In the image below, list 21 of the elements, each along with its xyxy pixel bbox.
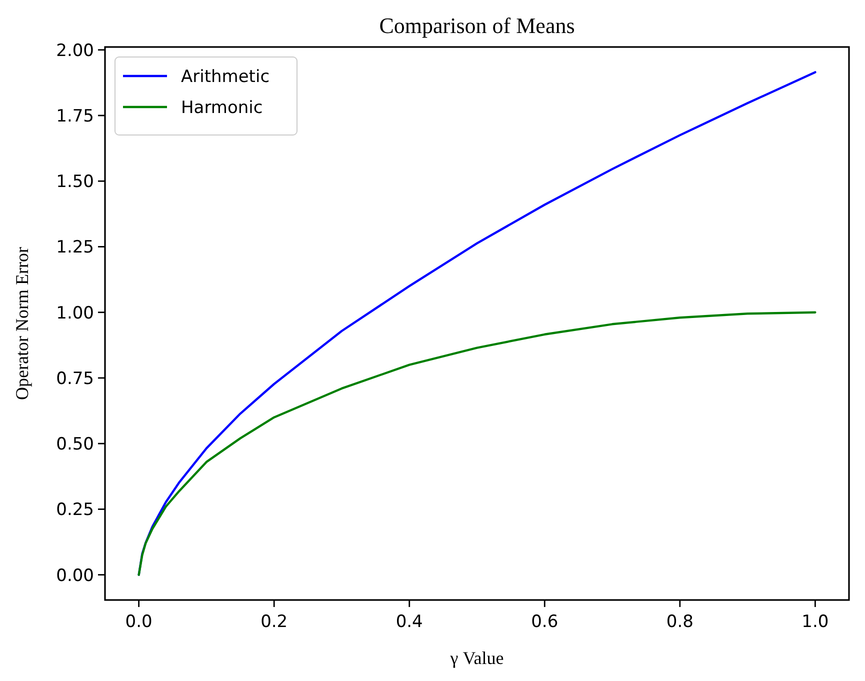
- y-tick-label: 0.25: [56, 500, 94, 520]
- x-tick-label: 0.0: [125, 612, 152, 632]
- line-series: [138, 311, 816, 576]
- y-tick-label: 0.50: [56, 434, 94, 455]
- legend-label: Harmonic: [181, 98, 263, 118]
- legend-label: Arithmetic: [181, 66, 270, 87]
- y-tick-label: 0.00: [56, 566, 94, 586]
- x-axis-title: γ Value: [449, 648, 504, 668]
- y-tick-label: 1.00: [56, 303, 94, 324]
- y-tick-label: 1.50: [56, 172, 94, 192]
- x-tick-label: 0.6: [531, 612, 558, 632]
- x-tick-label: 0.2: [260, 612, 288, 632]
- y-tick-label: 1.75: [56, 106, 94, 126]
- x-tick-label: 0.4: [396, 612, 423, 632]
- y-tick-label: 0.75: [56, 368, 94, 389]
- x-tick-label: 0.8: [666, 612, 694, 632]
- chart-title: Comparison of Means: [379, 13, 575, 38]
- y-tick-label: 1.25: [56, 238, 94, 258]
- x-tick-label: 1.0: [802, 612, 829, 632]
- y-tick-label: 2.00: [56, 40, 94, 61]
- y-axis-title: Operator Norm Error: [12, 247, 32, 400]
